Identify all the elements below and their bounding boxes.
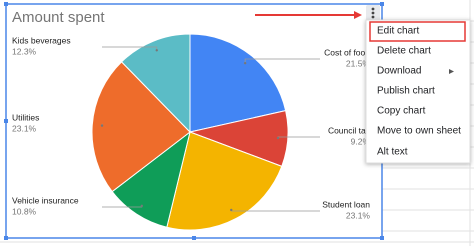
slice-value-label: 21.5% xyxy=(346,58,371,68)
leader-dot xyxy=(100,124,104,127)
pie-slice xyxy=(189,33,287,133)
slice-value-label: 10.8% xyxy=(12,206,37,216)
pie-slice xyxy=(111,130,191,228)
highlight-box xyxy=(369,21,466,42)
menu-item[interactable]: Publish chart xyxy=(377,86,435,97)
pie-slice xyxy=(120,33,191,134)
slice-label: Utilities xyxy=(12,112,39,122)
menu-item[interactable]: Move to own sheet xyxy=(377,126,461,137)
leader-dot xyxy=(230,208,233,212)
chart-title: Amount spent xyxy=(12,9,105,26)
leader-dot xyxy=(140,204,144,208)
pie-slice xyxy=(166,131,283,231)
slice-value-label: 23.1% xyxy=(12,123,37,133)
slice-label: Vehicle insurance xyxy=(12,195,79,205)
menu-item[interactable]: Download xyxy=(377,66,421,77)
menu-item[interactable]: Copy chart xyxy=(377,106,426,117)
menu-items: Edit chart Delete chart Download Publish ch… xyxy=(377,26,461,158)
slice-value-label: 12.3% xyxy=(12,46,37,56)
menu-item[interactable]: Delete chart xyxy=(377,46,431,57)
leader-line xyxy=(244,58,320,64)
slice-value-label: 9.2% xyxy=(351,136,371,146)
leader-dot xyxy=(276,136,280,140)
menu-item[interactable]: Edit chart xyxy=(377,26,419,37)
slice-label: Cost of food xyxy=(324,47,370,57)
slice-value-label: 23.1% xyxy=(346,210,371,220)
slice-label: Kids beverages xyxy=(12,35,71,45)
menu-item[interactable]: Alt text xyxy=(377,147,408,158)
more-icon xyxy=(371,7,375,19)
context-menu xyxy=(365,19,471,164)
slice-label: Student loan xyxy=(322,199,370,209)
resize-handles xyxy=(4,2,384,240)
submenu-arrow xyxy=(449,69,454,74)
slice-label: Council tax xyxy=(328,125,371,135)
pie-slice xyxy=(91,61,191,193)
leader-dot xyxy=(155,49,158,52)
arrow-head xyxy=(354,11,362,19)
leader-dot xyxy=(243,61,247,65)
